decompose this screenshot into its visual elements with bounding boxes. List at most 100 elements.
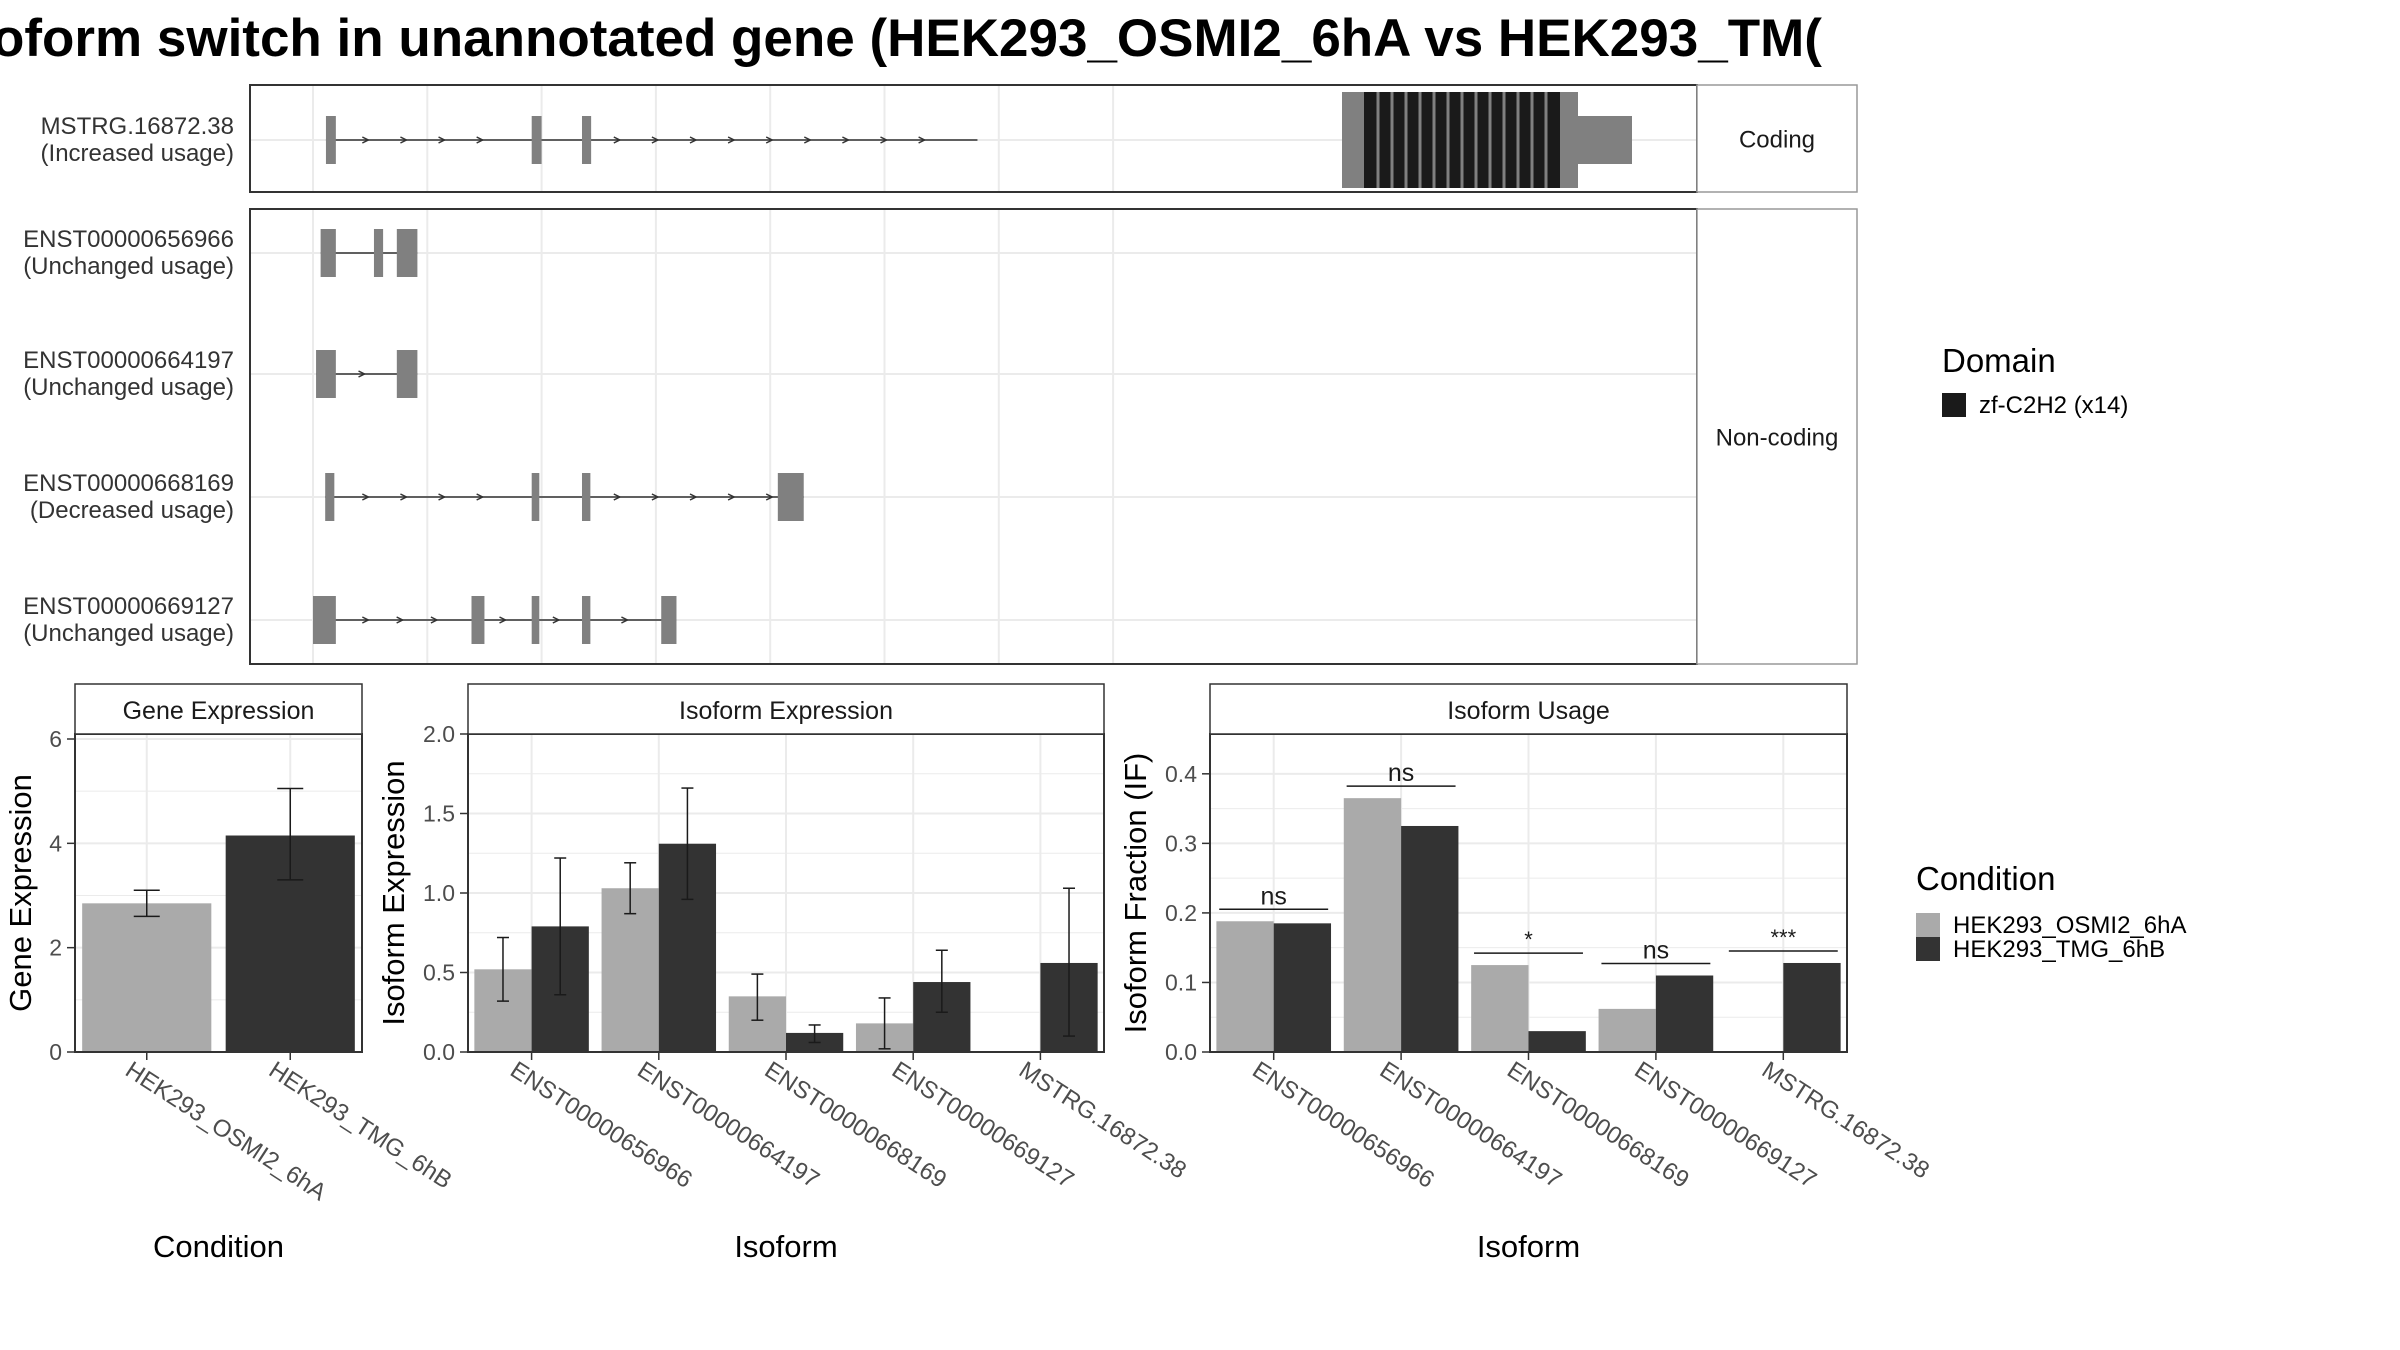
intron-arrow — [362, 493, 371, 501]
y-axis-title: Isoform Fraction (IF) — [1118, 753, 1153, 1034]
exon — [777, 473, 804, 521]
isoform-name: ENST00000664197 — [23, 347, 234, 374]
bar — [1216, 921, 1274, 1052]
isoform-name: MSTRG.16872.38 — [41, 113, 234, 140]
bar — [1273, 923, 1332, 1052]
bar — [1471, 965, 1529, 1052]
intron-arrow — [727, 136, 736, 144]
intron-arrow — [689, 136, 698, 144]
y-tick-label: 4 — [49, 830, 62, 856]
intron-arrow — [430, 616, 439, 624]
x-axis-title: Condition — [153, 1229, 284, 1264]
exon — [531, 473, 540, 521]
y-tick-label: 6 — [49, 726, 62, 752]
y-tick-label: 0.0 — [1165, 1039, 1197, 1065]
exon — [325, 116, 336, 164]
exon — [661, 596, 677, 644]
isoform-name: ENST00000668169 — [23, 470, 234, 497]
intron-arrow — [651, 136, 660, 144]
exon — [313, 596, 336, 644]
intron-arrow — [651, 493, 660, 501]
y-tick-label: 0.0 — [423, 1039, 455, 1065]
intron-arrow — [362, 616, 371, 624]
utr-exon — [1578, 116, 1632, 164]
y-tick-label: 0.5 — [423, 960, 455, 986]
condition-legend-key-b — [1916, 937, 1940, 961]
panel-title: Gene Expression — [123, 697, 315, 725]
x-axis-title: Isoform — [1477, 1229, 1580, 1264]
facet-strip — [1696, 208, 1858, 665]
intron-arrow — [552, 616, 561, 624]
y-tick-label: 0.1 — [1165, 969, 1197, 995]
isoform-usage: (Unchanged usage) — [23, 253, 234, 280]
structure-panel-bg — [250, 209, 1697, 664]
isoform-name: ENST00000656966 — [23, 226, 234, 253]
panel-title: Isoform Usage — [1447, 697, 1610, 725]
exon — [531, 116, 542, 164]
bar — [1783, 962, 1841, 1052]
intron-arrow — [803, 136, 812, 144]
intron-arrow — [400, 136, 409, 144]
intron-arrow — [476, 493, 485, 501]
condition-legend-label: HEK293_TMG_6hB — [1953, 936, 2165, 963]
bar — [82, 903, 212, 1052]
exon — [581, 473, 591, 521]
y-axis-title: Gene Expression — [3, 774, 38, 1012]
intron-arrow — [880, 136, 889, 144]
y-tick-label: 2.0 — [423, 721, 455, 747]
bar — [601, 888, 659, 1052]
significance-label: ns — [1643, 937, 1669, 965]
bar — [1528, 1031, 1586, 1052]
intron-arrow — [476, 136, 485, 144]
intron-arrow — [918, 136, 927, 144]
significance-label: ns — [1260, 882, 1286, 910]
exon — [471, 596, 485, 644]
x-axis-title: Isoform — [734, 1229, 837, 1264]
isoform-usage: (Increased usage) — [41, 140, 234, 167]
intron-arrow — [438, 493, 447, 501]
figure-title: oform switch in unannotated gene (HEK293… — [0, 9, 1822, 68]
intron-arrow — [358, 370, 367, 378]
intron-arrow — [396, 616, 405, 624]
bar — [1598, 1008, 1656, 1052]
exon — [316, 350, 336, 398]
intron-arrow — [727, 493, 736, 501]
intron-arrow — [499, 616, 508, 624]
exon — [581, 596, 591, 644]
y-tick-label: 2 — [49, 935, 62, 961]
y-axis-title: Isoform Expression — [376, 760, 411, 1025]
exon — [325, 473, 335, 521]
significance-label: *** — [1770, 925, 1796, 950]
domain-legend-key — [1942, 393, 1966, 417]
exon — [373, 229, 384, 277]
significance-label: * — [1524, 927, 1533, 952]
exon — [320, 229, 336, 277]
exon — [531, 596, 540, 644]
domain-legend-title: Domain — [1942, 342, 2056, 379]
panel-strip — [1209, 683, 1848, 735]
isoform-name: ENST00000669127 — [23, 593, 234, 620]
y-tick-label: 0.2 — [1165, 900, 1197, 926]
facet-strip — [1696, 84, 1858, 193]
bar — [1401, 825, 1459, 1052]
isoform-usage: (Decreased usage) — [30, 497, 234, 524]
intron-arrow — [613, 136, 622, 144]
bar — [1343, 798, 1402, 1052]
facet-label: Non-coding — [1716, 425, 1839, 452]
panel-strip — [467, 683, 1105, 735]
exon — [581, 116, 592, 164]
y-tick-label: 1.0 — [423, 880, 455, 906]
intron-arrow — [613, 493, 622, 501]
panel-title: Isoform Expression — [679, 697, 893, 725]
y-tick-label: 1.5 — [423, 801, 455, 827]
figure-content: Coding MSTRG.16872.38(Increased usage) Non… — [3, 84, 2186, 1264]
significance-label: ns — [1388, 759, 1414, 787]
intron-arrow — [621, 616, 630, 624]
intron-arrow — [362, 136, 371, 144]
intron-arrow — [438, 136, 447, 144]
isoform-usage: (Unchanged usage) — [23, 374, 234, 401]
bar — [1655, 975, 1714, 1052]
condition-legend-title: Condition — [1916, 860, 2055, 897]
domain-legend-label: zf-C2H2 (x14) — [1979, 392, 2128, 419]
